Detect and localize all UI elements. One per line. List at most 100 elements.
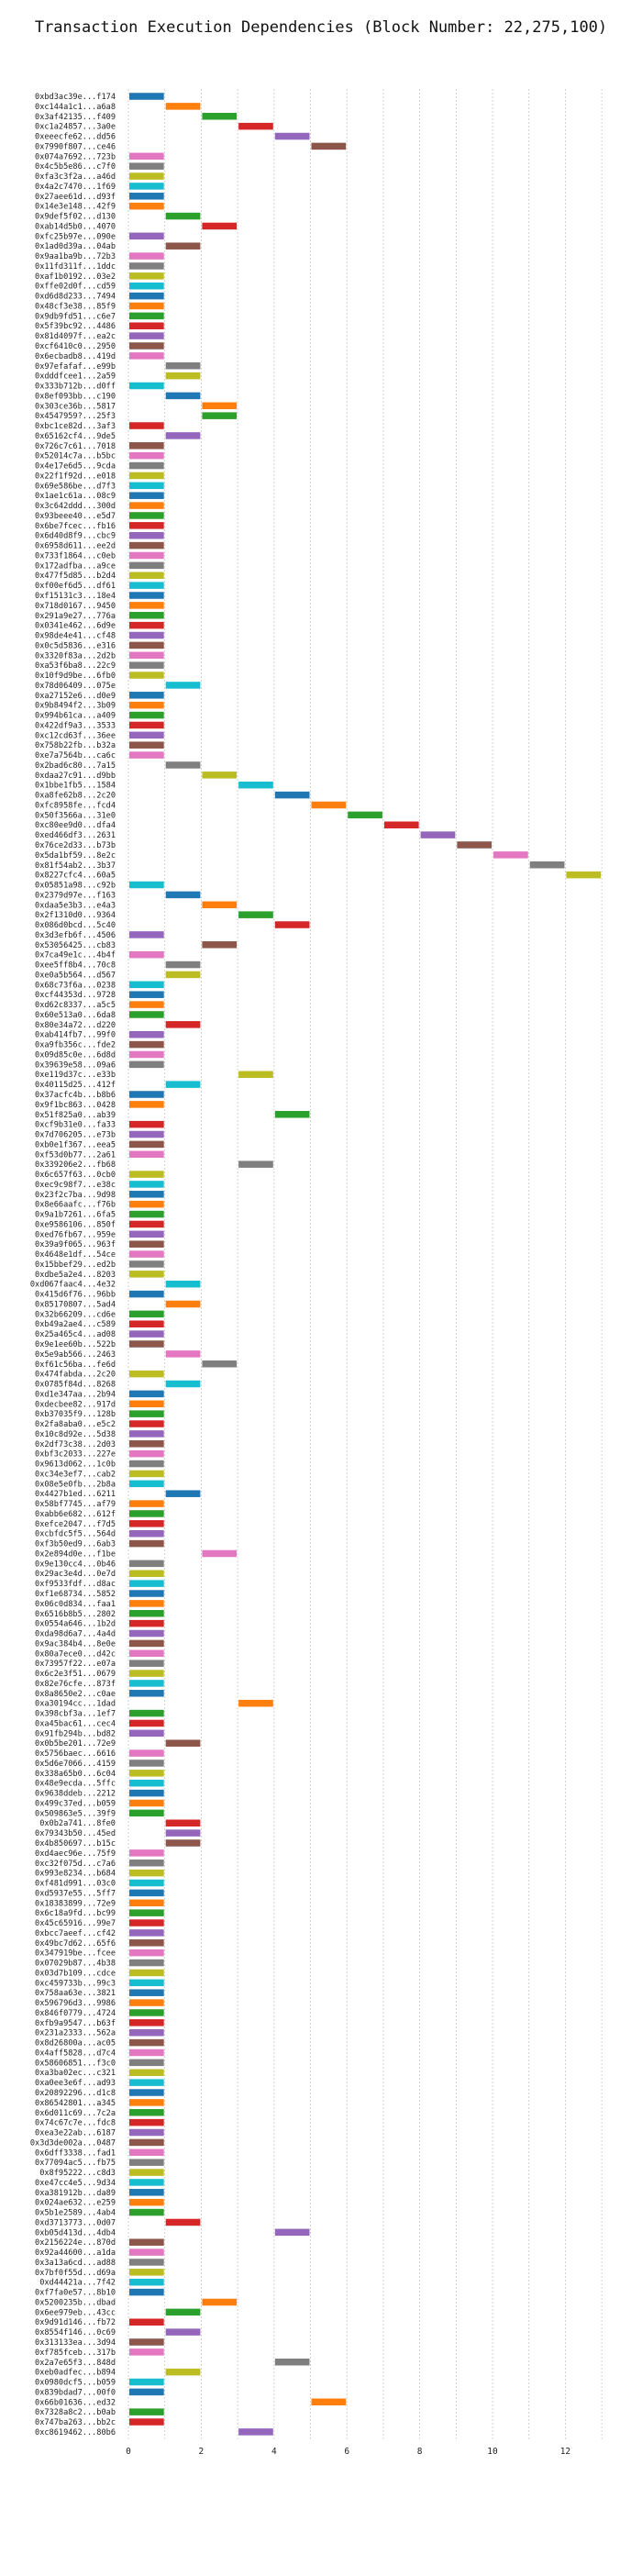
gantt-bar <box>129 731 164 739</box>
gantt-bar <box>129 1200 164 1208</box>
gantt-bar <box>129 1660 164 1667</box>
y-tick-label: 0x3d3efb6f...4506 <box>35 931 116 940</box>
gantt-bar <box>274 921 310 928</box>
gantt-bar <box>274 2359 310 2366</box>
y-tick-label: 0xed466df3...2631 <box>35 831 116 840</box>
gantt-bar <box>129 751 164 759</box>
gantt-bar <box>129 881 164 889</box>
gantt-bar <box>129 2318 164 2326</box>
y-tick-label: 0x97efafaf...e99b <box>35 362 116 372</box>
gantt-bar <box>129 1969 164 1977</box>
gantt-bar <box>129 442 164 450</box>
y-tick-label: 0x5756baec...6616 <box>35 1749 116 1759</box>
gantt-bar <box>129 2278 164 2286</box>
y-tick-label: 0x0554a646...1b2d <box>35 1620 116 1629</box>
y-tick-label: 0x5b1e2589...4ab4 <box>35 2209 116 2218</box>
y-tick-label: 0x10f9d9be...6fb0 <box>35 672 116 681</box>
gantt-bar <box>129 252 164 260</box>
gantt-bar <box>129 1610 164 1617</box>
y-tick-label: 0x313133ea...3d94 <box>35 2338 116 2348</box>
y-tick-label: 0x65162cf4...9de5 <box>35 432 116 441</box>
gantt-bar <box>129 2079 164 2086</box>
gantt-bar <box>129 2169 164 2176</box>
y-tick-label: 0x2379d97e...f163 <box>35 891 116 900</box>
gantt-bar <box>129 422 164 429</box>
gantt-bar <box>165 2308 201 2316</box>
gantt-bar <box>129 1860 164 1867</box>
gantt-bar <box>202 901 238 909</box>
y-tick-label: 0xb05d413d...4db4 <box>35 2228 116 2237</box>
gantt-bar <box>129 2009 164 2016</box>
gantt-bar <box>129 2189 164 2196</box>
gantt-bar <box>129 1899 164 1907</box>
y-tick-label: 0xda98d6a7...4a4d <box>35 1630 116 1639</box>
gantt-bar <box>493 851 528 859</box>
y-tick-label: 0xdbe5a2e4...8203 <box>35 1271 116 1280</box>
y-tick-label: 0xd5937e55...5ff7 <box>35 1889 116 1898</box>
gantt-bar <box>129 2049 164 2057</box>
gantt-bar <box>129 931 164 938</box>
gantt-bar <box>165 761 201 769</box>
gantt-bar <box>129 1600 164 1607</box>
gantt-bar <box>129 1320 164 1327</box>
gantt-bar <box>129 561 164 570</box>
gantt-bar <box>129 1919 164 1926</box>
y-tick-label: 0x846f0779...4724 <box>35 2009 116 2018</box>
gantt-bar <box>129 332 164 339</box>
y-tick-label: 0xdddfcee1...2a59 <box>35 372 116 382</box>
gantt-bar <box>129 651 164 660</box>
gantt-bar <box>129 1460 164 1468</box>
gantt-bar <box>129 1370 164 1378</box>
y-tick-label: 0x9b8494f2...3b09 <box>35 702 116 711</box>
y-tick-label: 0x68c73f6a...0238 <box>35 981 116 990</box>
gantt-bar <box>238 781 273 789</box>
gantt-bar <box>311 2398 347 2406</box>
y-tick-label: 0xaf1b0192...03e2 <box>35 272 116 282</box>
y-tick-label: 0x7ca49e1c...4b4f <box>35 951 116 960</box>
gantt-bar <box>129 1260 164 1268</box>
y-tick-label: 0x6ecbadb8...419d <box>35 352 116 361</box>
y-tick-label: 0xc459733b...99c3 <box>35 1979 116 1988</box>
gantt-bar <box>129 451 164 460</box>
y-tick-label: 0xabb6e682...612f <box>35 1510 116 1519</box>
y-tick-label: 0x733f1864...c0eb <box>35 551 116 561</box>
y-tick-label: 0x3af42135...f409 <box>35 113 116 122</box>
y-tick-label: 0xe47cc4e5...9d34 <box>35 2179 116 2188</box>
y-tick-label: 0x086d0bcd...5c40 <box>35 921 116 930</box>
x-tick-label: 10 <box>487 2447 498 2457</box>
gantt-bar <box>129 721 164 729</box>
y-tick-label: 0x20892296...d1c8 <box>35 2089 116 2098</box>
y-tick-label: 0x0785f84d...8268 <box>35 1381 116 1390</box>
gantt-bar <box>165 891 201 899</box>
y-tick-label: 0x81d4097f...ea2c <box>35 332 116 341</box>
gantt-bar <box>129 202 164 210</box>
gantt-bar <box>129 2259 164 2266</box>
gantt-bar <box>165 103 201 110</box>
y-tick-label: 0x69e586be...d7f3 <box>35 482 116 491</box>
y-tick-label: 0x747ba263...bb2c <box>35 2418 116 2427</box>
y-tick-label: 0x8a8650e2...c0ae <box>35 1690 116 1699</box>
y-tick-label: 0x291a9e27...776a <box>35 612 116 621</box>
gantt-bar <box>129 262 164 270</box>
gantt-bar <box>165 1280 201 1288</box>
gantt-bar <box>129 1120 164 1128</box>
y-tick-label: 0xcf6410c0...2950 <box>35 342 116 351</box>
y-tick-label: 0x80e34a72...d220 <box>35 1021 116 1030</box>
y-tick-label: 0x758aa63e...3821 <box>35 1989 116 1998</box>
y-tick-label: 0x2df73c38...2d03 <box>35 1440 116 1449</box>
gantt-bar <box>129 312 164 320</box>
gantt-bar <box>129 1799 164 1807</box>
y-tick-label: 0x5d6e7066...4159 <box>35 1760 116 1769</box>
gantt-bar <box>129 232 164 240</box>
gantt-bar <box>129 1449 164 1458</box>
gantt-bar <box>129 1040 164 1049</box>
gantt-bar <box>129 1030 164 1038</box>
gantt-bar <box>348 811 382 819</box>
gantt-bar <box>129 1729 164 1738</box>
gantt-bar <box>165 1490 201 1497</box>
y-tick-label: 0x1ad0d39a...04ab <box>35 242 116 251</box>
y-tick-label: 0xeb0adfec...b894 <box>35 2369 116 2378</box>
gantt-bar <box>129 1101 164 1108</box>
gantt-bar <box>383 821 419 828</box>
gantt-bar <box>165 432 201 439</box>
